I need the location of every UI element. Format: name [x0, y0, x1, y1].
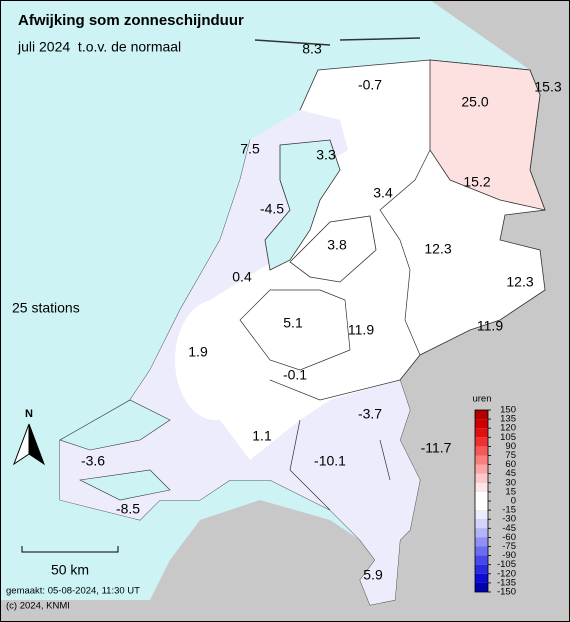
station-value: 12.3	[506, 274, 533, 290]
station-value: 3.8	[327, 237, 347, 253]
legend-bin	[475, 537, 488, 547]
station-value: -10.1	[314, 453, 346, 469]
wadden-islands	[254, 37, 421, 46]
subtitle: juli 2024 t.o.v. de normaal	[17, 39, 181, 55]
legend-bin	[475, 464, 488, 474]
legend-tick-label: 120	[500, 423, 516, 434]
made-note: gemaakt: 05-08-2024, 11:30 UT	[6, 586, 140, 597]
legend-tick-label: 60	[505, 459, 516, 470]
legend-bin	[475, 528, 488, 538]
legend-tick-label: -90	[502, 550, 516, 561]
legend-bin	[475, 519, 488, 529]
legend-bin	[475, 419, 488, 429]
legend-bin	[475, 564, 488, 574]
north-label: N	[25, 408, 33, 420]
legend-tick-label: 105	[500, 432, 516, 443]
legend-bin	[475, 410, 488, 420]
station-value: -4.5	[260, 201, 284, 217]
scale-bar	[21, 546, 119, 553]
legend-tick-label: 90	[505, 441, 516, 452]
legend-bin	[475, 510, 488, 520]
legend-bin	[475, 437, 488, 447]
legend-tick-label: -30	[502, 514, 516, 525]
flevoland	[289, 215, 377, 283]
legend-tick-label: -135	[497, 577, 516, 588]
legend-tick-label: -15	[502, 505, 516, 516]
legend-tick-label: -105	[497, 559, 516, 570]
station-value: 1.9	[188, 344, 208, 360]
legend-tick-label: -60	[502, 532, 516, 543]
legend-tick-label: 45	[505, 468, 516, 479]
legend-bin	[475, 446, 488, 456]
station-value: -11.7	[421, 440, 452, 456]
legend-tick-label: 15	[505, 486, 516, 497]
station-value: 12.3	[424, 241, 451, 257]
legend-bin	[475, 455, 488, 465]
title: Afwijking som zonneschijnduur	[18, 12, 244, 29]
legend-bin	[475, 473, 488, 483]
station-value: 3.4	[373, 185, 393, 201]
station-value: 11.9	[477, 318, 503, 334]
legend-bin	[475, 555, 488, 565]
legend-tick-label: 30	[505, 477, 516, 488]
copyright: (c) 2024, KNMI	[6, 601, 70, 612]
station-value: 15.2	[463, 174, 490, 190]
legend-bin	[475, 491, 488, 501]
station-value: 5.9	[363, 567, 383, 583]
legend-bin	[475, 582, 488, 592]
station-value: 5.1	[283, 315, 303, 331]
above-normal-area	[429, 59, 546, 211]
station-value: 15.3	[534, 79, 561, 95]
legend-tick-label: -120	[497, 568, 516, 579]
station-value: 8.3	[302, 41, 322, 57]
legend-bin	[475, 428, 488, 438]
station-value: 25.0	[461, 94, 488, 110]
legend-tick-label: 135	[500, 414, 516, 425]
station-value: -0.1	[283, 367, 307, 383]
delta-waters	[59, 399, 171, 501]
station-value: 11.9	[348, 322, 374, 338]
legend-tick-label: 75	[505, 450, 516, 461]
station-value: 3.3	[316, 147, 336, 163]
ijsselmeer	[264, 139, 341, 271]
north-arrow-right	[28, 423, 46, 466]
station-value: 1.1	[252, 428, 272, 444]
station-value: -0.7	[358, 77, 382, 93]
station-value: -8.5	[116, 501, 140, 517]
scale-label: 50 km	[51, 562, 89, 578]
region-borders	[239, 149, 431, 511]
legend-bin	[475, 482, 488, 492]
legend-tick-label: -75	[502, 541, 516, 552]
legend-tick-label: 0	[511, 496, 516, 507]
station-value: 7.5	[240, 141, 260, 157]
legend-tick-label: -150	[497, 587, 516, 598]
legend-bin	[475, 501, 488, 511]
near-normal-area	[175, 300, 255, 420]
legend-bin	[475, 546, 488, 556]
legend-tick-label: 150	[500, 405, 516, 416]
station-count: 25 stations	[12, 300, 80, 316]
station-value: -3.6	[81, 453, 105, 469]
legend-tick-label: -45	[502, 523, 516, 534]
station-value: -3.7	[358, 406, 382, 422]
station-value: 0.4	[232, 269, 252, 285]
legend-bin	[475, 573, 488, 583]
legend-title: uren	[472, 394, 491, 405]
